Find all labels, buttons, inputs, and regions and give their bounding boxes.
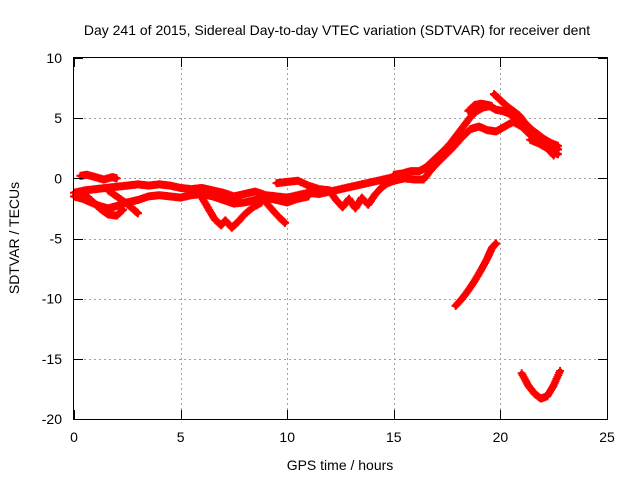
data-trace	[77, 172, 120, 182]
x-tick-label: 15	[386, 429, 402, 445]
series-track-4	[78, 188, 128, 220]
series-track-12	[464, 99, 496, 115]
data-trace	[71, 191, 311, 211]
x-tick-label: 10	[279, 429, 295, 445]
series-track-5	[104, 186, 142, 218]
data-trace	[71, 172, 407, 201]
data-trace	[491, 91, 561, 149]
series-track-15	[451, 239, 501, 310]
data-trace	[453, 240, 499, 309]
axis-ticks	[74, 58, 608, 420]
y-tick-label: 0	[54, 170, 62, 186]
plot-frame	[73, 57, 608, 420]
series-track-16	[517, 366, 565, 403]
data-trace	[327, 178, 397, 211]
series-track-9	[325, 176, 398, 213]
x-tick-label: 0	[70, 429, 78, 445]
data-trace	[465, 101, 495, 114]
chart-title: Day 241 of 2015, Sidereal Day-to-day VTE…	[84, 22, 590, 38]
series-track-6	[197, 193, 266, 232]
series-track-13	[490, 90, 562, 150]
x-tick-label: 20	[493, 429, 509, 445]
data-trace	[199, 195, 265, 231]
data-series	[70, 90, 565, 403]
data-trace	[263, 199, 288, 226]
x-tick-label: 5	[177, 429, 185, 445]
y-tick-label: -10	[42, 291, 62, 307]
x-axis-label: GPS time / hours	[287, 457, 394, 473]
data-trace	[519, 368, 563, 401]
y-tick-label: -15	[42, 351, 62, 367]
series-track-8	[272, 176, 334, 195]
data-trace	[274, 178, 333, 193]
x-tick-label: 25	[599, 429, 615, 445]
y-tick-label: -5	[50, 231, 63, 247]
tick-labels: 0 5 10 15 20 25 10 5 0 -5 -10 -15 -20	[42, 50, 615, 445]
data-trace	[105, 187, 141, 216]
y-tick-label: 5	[54, 110, 62, 126]
series-track-14	[526, 135, 558, 160]
data-trace	[80, 190, 126, 219]
y-axis-label: SDTVAR / TECUs	[6, 182, 22, 294]
y-tick-label: 10	[46, 50, 62, 66]
y-tick-label: -20	[42, 411, 62, 427]
series-track-7	[261, 198, 290, 227]
series-track-3	[76, 170, 121, 184]
data-trace	[527, 137, 557, 158]
grid	[74, 58, 607, 419]
